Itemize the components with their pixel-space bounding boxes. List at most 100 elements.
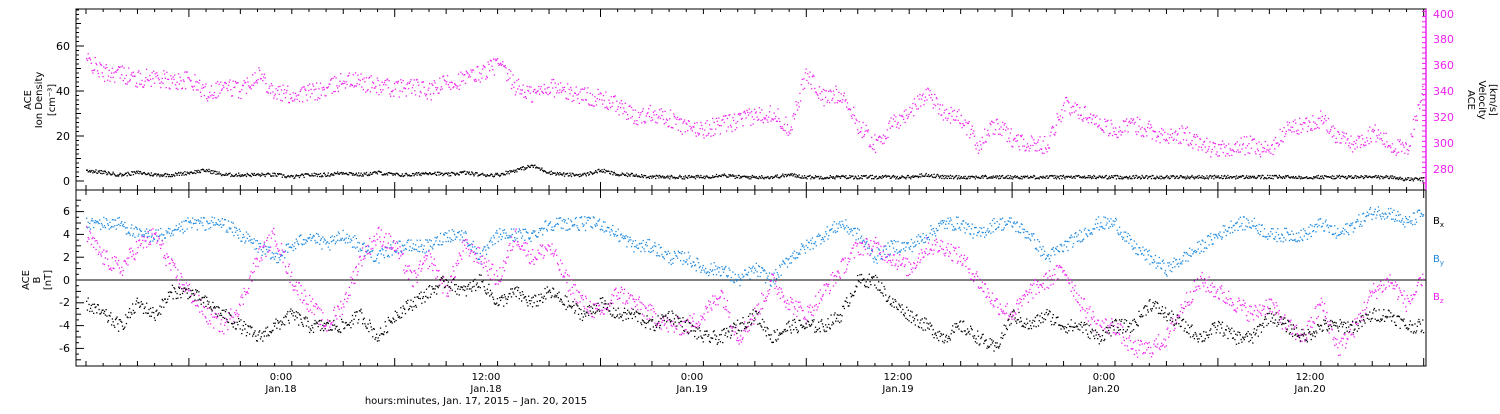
by-point [177,229,178,230]
by-point [201,222,202,223]
velocity-point [597,89,598,90]
velocity-point [1364,145,1365,146]
velocity-point [830,90,831,91]
velocity-point [256,80,257,81]
density-point [960,177,961,178]
velocity-point [572,95,573,96]
by-point [644,251,645,252]
velocity-point [1400,144,1401,145]
by-point [609,231,610,232]
velocity-point [698,134,699,135]
density-point [484,174,485,175]
velocity-point [1326,130,1327,131]
velocity-point [158,79,159,80]
velocity-point [410,81,411,82]
density-point [324,173,325,174]
by-point [456,236,457,237]
density-point [1226,176,1227,177]
velocity-point [1069,113,1070,114]
by-point [841,227,842,228]
velocity-point [924,100,925,101]
density-point [1279,175,1280,176]
density-point [1061,178,1062,179]
velocity-point [313,86,314,87]
velocity-point [814,88,815,89]
by-point [482,250,483,251]
velocity-point [1202,144,1203,145]
by-point [169,233,170,234]
by-point [863,240,864,241]
by-point [954,229,955,230]
velocity-point [264,74,265,75]
by-point [584,216,585,217]
density-point [172,176,173,177]
velocity-point [817,95,818,96]
velocity-point [1230,150,1231,151]
velocity-point [737,121,738,122]
velocity-point [1152,138,1153,139]
by-point [958,228,959,229]
by-point [608,227,609,228]
density-point [982,175,983,176]
by-point [349,242,350,243]
velocity-point [528,91,529,92]
velocity-point [358,79,359,80]
density-point [885,175,886,176]
density-point [957,178,958,179]
density-point [645,175,646,176]
density-point [858,175,859,176]
density-point [1218,175,1219,176]
velocity-point [1025,149,1026,150]
velocity-point [994,134,995,135]
by-point [866,242,867,243]
velocity-point [441,88,442,89]
velocity-point [516,91,517,92]
velocity-point [682,122,683,123]
by-point [748,272,749,273]
velocity-point [141,80,142,81]
by-point [563,219,564,220]
velocity-point [254,82,255,83]
by-point [191,227,192,228]
by-point [294,242,295,243]
velocity-point [431,83,432,84]
velocity-point [695,132,696,133]
density-point [729,175,730,176]
by-point [685,261,686,262]
by-point [303,239,304,240]
velocity-point [96,64,97,65]
velocity-point [791,126,792,127]
velocity-point [689,121,690,122]
by-point [576,225,577,226]
velocity-point [382,89,383,90]
velocity-point [635,110,636,111]
by-point [330,237,331,238]
by-point [276,262,277,263]
by-point [737,279,738,280]
velocity-point [616,101,617,102]
density-point [642,176,643,177]
velocity-point [1391,151,1392,152]
velocity-point [1395,148,1396,149]
by-point [945,224,946,225]
by-point [762,268,763,269]
velocity-point [1155,131,1156,132]
density-point [241,176,242,177]
density-point [947,178,948,179]
by-point [745,270,746,271]
velocity-point [1106,126,1107,127]
velocity-point [810,84,811,85]
density-point [1355,175,1356,176]
density-point [319,176,320,177]
density-point [473,174,474,175]
velocity-point [827,100,828,101]
density-point [776,176,777,177]
velocity-point [775,116,776,117]
by-point [114,225,115,226]
velocity-point [219,84,220,85]
density-point [579,176,580,177]
by-point [223,224,224,225]
velocity-point [561,92,562,93]
by-point [894,240,895,241]
velocity-point [1237,149,1238,150]
